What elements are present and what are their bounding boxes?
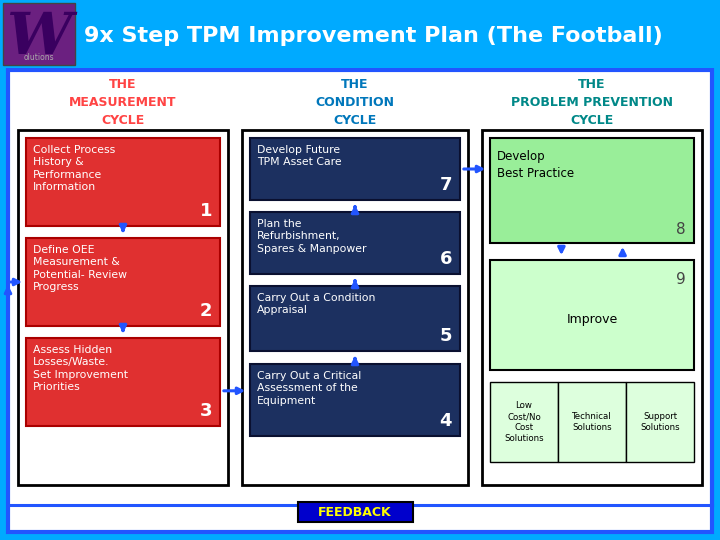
Text: W: W xyxy=(6,10,72,66)
Bar xyxy=(250,212,460,274)
Bar xyxy=(26,138,220,226)
Text: Carry Out a Condition
Appraisal: Carry Out a Condition Appraisal xyxy=(257,293,375,315)
Bar xyxy=(490,260,694,370)
Text: 8: 8 xyxy=(676,222,686,237)
Bar xyxy=(250,364,460,436)
Text: 7: 7 xyxy=(439,176,452,194)
Text: olutions: olutions xyxy=(24,53,54,63)
Text: 2: 2 xyxy=(199,302,212,320)
Text: 1: 1 xyxy=(199,202,212,220)
Text: 5: 5 xyxy=(439,327,452,345)
Text: 9x Step TPM Improvement Plan (The Football): 9x Step TPM Improvement Plan (The Footba… xyxy=(84,26,662,46)
Text: Collect Process
History &
Performance
Information: Collect Process History & Performance In… xyxy=(33,145,115,192)
Bar xyxy=(26,338,220,426)
Text: FEEDBACK: FEEDBACK xyxy=(318,505,392,518)
Bar xyxy=(626,382,694,462)
Bar xyxy=(490,382,558,462)
Bar xyxy=(18,130,228,485)
Bar xyxy=(26,238,220,326)
Text: Carry Out a Critical
Assessment of the
Equipment: Carry Out a Critical Assessment of the E… xyxy=(257,371,361,406)
Bar xyxy=(490,138,694,243)
Bar xyxy=(558,382,626,462)
Bar xyxy=(242,130,468,485)
Text: Assess Hidden
Losses/Waste.
Set Improvement
Priorities: Assess Hidden Losses/Waste. Set Improvem… xyxy=(33,345,128,392)
Bar xyxy=(250,286,460,351)
Text: THE
PROBLEM PREVENTION
CYCLE: THE PROBLEM PREVENTION CYCLE xyxy=(511,78,673,127)
Text: Technical
Solutions: Technical Solutions xyxy=(572,412,612,432)
Bar xyxy=(482,130,702,485)
Text: 9: 9 xyxy=(676,272,686,287)
Text: 6: 6 xyxy=(439,250,452,268)
Text: Support
Solutions: Support Solutions xyxy=(640,412,680,432)
Text: THE
CONDITION
CYCLE: THE CONDITION CYCLE xyxy=(315,78,395,127)
Bar xyxy=(297,502,413,522)
Text: Low
Cost/No
Cost
Solutions: Low Cost/No Cost Solutions xyxy=(504,401,544,443)
Bar xyxy=(250,138,460,200)
Text: Develop Future
TPM Asset Care: Develop Future TPM Asset Care xyxy=(257,145,341,167)
Text: THE
MEASUREMENT
CYCLE: THE MEASUREMENT CYCLE xyxy=(69,78,176,127)
Text: Define OEE
Measurement &
Potential- Review
Progress: Define OEE Measurement & Potential- Revi… xyxy=(33,245,127,292)
Text: Plan the
Refurbishment,
Spares & Manpower: Plan the Refurbishment, Spares & Manpowe… xyxy=(257,219,366,254)
Bar xyxy=(3,3,75,65)
Bar xyxy=(8,70,712,532)
Text: 4: 4 xyxy=(439,412,452,430)
Bar xyxy=(0,0,720,68)
Text: 3: 3 xyxy=(199,402,212,420)
Text: Improve: Improve xyxy=(567,314,618,327)
Text: Develop
Best Practice: Develop Best Practice xyxy=(497,150,574,180)
